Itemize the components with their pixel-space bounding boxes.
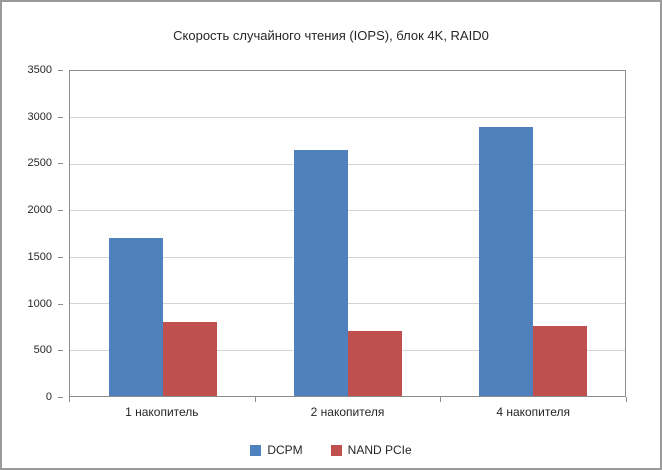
x-axis-tick: [254, 397, 256, 402]
bar-group: [255, 71, 440, 396]
x-axis-labels: 1 накопитель 2 накопителя 4 накопителя: [69, 405, 626, 419]
y-axis-tick-label: 3500: [27, 64, 52, 76]
y-axis-tick-label: 500: [33, 344, 52, 357]
bar-nand-pcie: [532, 326, 587, 396]
y-axis-labels: 3500 3000 2500 2000 1500 1000 500 0: [2, 64, 63, 403]
legend-label: NAND PCIe: [347, 443, 412, 457]
y-axis-tick: [58, 163, 63, 165]
y-axis-tick-label: 3000: [27, 110, 52, 123]
legend-label: DCPM: [267, 443, 303, 457]
y-axis-tick: [58, 303, 63, 305]
bar-nand-pcie: [347, 331, 402, 396]
y-axis-tick-label: 1000: [27, 297, 52, 310]
x-axis-tick: [69, 397, 70, 402]
x-axis-tick: [440, 397, 442, 402]
gridline: [70, 256, 625, 258]
y-axis-tick: [58, 70, 63, 71]
chart-title: Скорость случайного чтения (IOPS), блок …: [173, 28, 489, 43]
bar-dcpm: [478, 126, 533, 396]
y-axis-tick-label: 2000: [27, 204, 52, 217]
bar-group: [440, 71, 625, 396]
bar-groups: [70, 71, 625, 396]
gridline: [70, 163, 625, 165]
x-axis-tick: [626, 397, 627, 402]
x-axis-label: 1 накопитель: [125, 405, 199, 419]
legend-item-nand-pcie: NAND PCIe: [330, 443, 412, 457]
y-axis-tick-label: 0: [45, 391, 52, 403]
gridline: [70, 303, 625, 305]
legend-swatch-icon: [250, 444, 262, 456]
x-axis-ticks: [69, 397, 627, 402]
bar-dcpm: [293, 149, 348, 396]
y-axis-tick: [58, 210, 63, 212]
y-axis-tick-label: 1500: [27, 250, 52, 263]
y-axis-tick: [58, 116, 63, 118]
x-axis-label: 2 накопителя: [310, 405, 385, 419]
legend-swatch-icon: [330, 444, 342, 456]
bar-nand-pcie: [162, 321, 217, 396]
gridline: [70, 210, 625, 212]
y-axis-tick-label: 2500: [27, 157, 52, 170]
x-axis-label: 4 накопителя: [496, 405, 571, 419]
y-axis-tick: [58, 256, 63, 258]
legend: DCPM NAND PCIe: [2, 443, 660, 457]
bar-group: [70, 71, 255, 396]
plot-area: [69, 70, 626, 397]
y-axis-tick: [58, 397, 63, 398]
gridline: [70, 117, 625, 119]
legend-item-dcpm: DCPM: [250, 443, 303, 457]
y-axis-tick: [58, 350, 63, 352]
bar-dcpm: [108, 238, 163, 396]
